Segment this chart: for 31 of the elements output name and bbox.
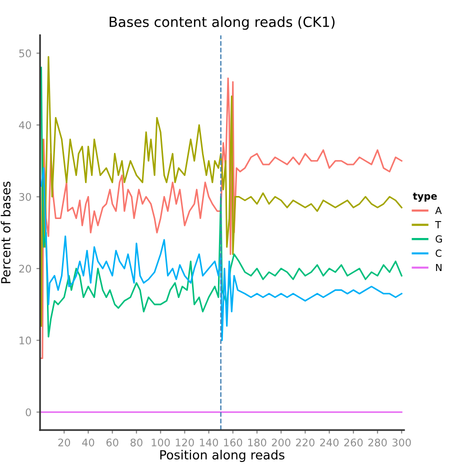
x-tick-label: 140 <box>200 438 218 446</box>
x-tick-label: 60 <box>106 438 118 446</box>
x-tick-label: 280 <box>368 438 387 446</box>
legend-title: type <box>412 192 437 202</box>
x-tick-label: 240 <box>320 438 339 446</box>
y-tick-label: 50 <box>19 49 32 58</box>
legend-label: N <box>436 264 442 272</box>
x-tick-label: 220 <box>296 438 314 446</box>
y-tick-label: 20 <box>19 264 32 273</box>
line-series <box>40 167 402 342</box>
x-tick-label: 20 <box>58 438 70 446</box>
x-tick-label: 200 <box>272 438 290 446</box>
x-tick-label: 260 <box>344 438 363 446</box>
x-tick-label: 80 <box>130 438 142 446</box>
legend-label: A <box>435 206 442 214</box>
chart-title: Bases content along reads (CK1) <box>110 16 335 30</box>
y-tick-label: 30 <box>19 192 32 201</box>
legend-label: T <box>435 221 442 228</box>
x-tick-label: 40 <box>82 438 94 446</box>
x-tick-label: 160 <box>224 438 242 446</box>
y-tick-label: 10 <box>20 336 32 344</box>
legend-label: G <box>436 235 442 243</box>
legend-label: C <box>436 250 442 257</box>
y-tick-label: 40 <box>18 121 32 130</box>
y-axis-title: Percent of bases <box>0 182 10 284</box>
x-tick-label: 100 <box>152 438 170 446</box>
x-axis-title: Position along reads <box>160 450 284 462</box>
y-tick-label: 0 <box>26 408 32 416</box>
x-tick-label: 120 <box>176 438 194 446</box>
x-tick-label: 180 <box>248 438 266 446</box>
x-tick-label: 300 <box>392 438 411 446</box>
